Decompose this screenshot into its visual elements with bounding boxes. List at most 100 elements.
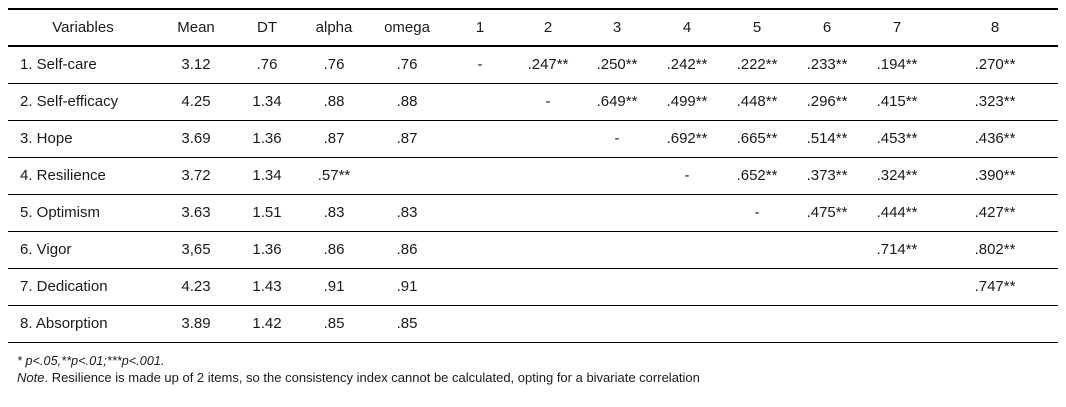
value-cell: .436** — [974, 130, 1016, 147]
table-row: 8. Absorption 3.89 1.42 .85 .85 — [8, 305, 1058, 342]
value-cell: 1.36 — [252, 130, 282, 147]
variable-cell: 5. Optimism — [20, 204, 101, 221]
value-cell — [582, 231, 652, 268]
column-header-3: 3 — [612, 19, 622, 36]
value-cell — [514, 305, 582, 342]
correlation-table: Variables Mean DT alpha omega 1 2 3 4 5 6 7 8 1. Sel… — [8, 8, 1058, 343]
value-cell: 3.63 — [181, 204, 211, 221]
value-cell: 3.72 — [181, 167, 211, 184]
value-cell: .83 — [323, 204, 345, 221]
column-header-8: 8 — [990, 19, 1000, 36]
table-row: 4. Resilience 3.72 1.34 .57** - .652** .373**.… — [8, 157, 1058, 194]
value-cell: .444** — [876, 204, 918, 221]
value-cell — [792, 268, 862, 305]
value-cell: .250** — [596, 56, 638, 74]
value-cell: .242** — [666, 56, 708, 74]
column-header-variables: Variables — [52, 19, 114, 36]
value-cell — [722, 268, 792, 305]
value-cell: .373** — [806, 167, 848, 184]
value-cell — [514, 120, 582, 157]
value-cell: 1.51 — [252, 204, 282, 221]
table-row: 6. Vigor 3,65 1.36 .86 .86 .714** .802** — [8, 231, 1058, 268]
value-cell — [446, 194, 514, 231]
value-cell: .323** — [974, 93, 1016, 110]
value-cell: - — [477, 56, 483, 74]
table-note: Note. Resilience is made up of 2 items, … — [17, 370, 1050, 385]
value-cell: - — [754, 204, 760, 221]
value-cell — [368, 157, 446, 194]
value-cell: .76 — [396, 56, 418, 74]
value-cell — [722, 305, 792, 342]
column-header-mean: Mean — [177, 19, 215, 36]
variable-cell: 6. Vigor — [20, 241, 72, 258]
column-header-1: 1 — [475, 19, 485, 36]
value-cell: .91 — [396, 278, 418, 295]
value-cell: 1.42 — [252, 315, 282, 332]
value-cell: .415** — [876, 93, 918, 110]
value-cell: .448** — [736, 93, 778, 110]
value-cell — [652, 194, 722, 231]
value-cell: .714** — [876, 241, 918, 258]
value-cell: .222** — [736, 56, 778, 74]
value-cell: .475** — [806, 204, 848, 221]
value-cell: 3,65 — [181, 241, 211, 258]
value-cell: 1.34 — [252, 93, 282, 110]
variable-cell: 1. Self-care — [20, 56, 97, 74]
value-cell: .747** — [974, 278, 1016, 295]
value-cell — [792, 231, 862, 268]
value-cell: .665** — [736, 130, 778, 147]
value-cell — [862, 305, 932, 342]
value-cell: .514** — [806, 130, 848, 147]
value-cell: .87 — [323, 130, 345, 147]
table-row: 5. Optimism 3.63 1.51 .83 .83 - .475** .444** .4… — [8, 194, 1058, 231]
value-cell: .499** — [666, 93, 708, 110]
value-cell: .87 — [396, 130, 418, 147]
table-row: 2. Self-efficacy 4.25 1.34 .88 .88 - .649** .49… — [8, 83, 1058, 120]
value-cell: .85 — [396, 315, 418, 332]
header-row: Variables Mean DT alpha omega 1 2 3 4 5 6 7 8 — [8, 9, 1058, 46]
table-footnotes: * p<.05,**p<.01;***p<.001. Note. Resilie… — [8, 343, 1058, 385]
value-cell — [446, 268, 514, 305]
column-header-omega: omega — [384, 19, 430, 36]
value-cell: .85 — [323, 315, 345, 332]
value-cell: - — [684, 167, 690, 184]
value-cell — [446, 83, 514, 120]
column-header-4: 4 — [682, 19, 692, 36]
value-cell — [446, 231, 514, 268]
value-cell: 4.23 — [181, 278, 211, 295]
value-cell — [446, 120, 514, 157]
value-cell — [722, 231, 792, 268]
value-cell: .270** — [974, 56, 1016, 74]
value-cell: .652** — [736, 167, 778, 184]
value-cell: .427** — [974, 204, 1016, 221]
value-cell: .91 — [323, 278, 345, 295]
value-cell: .390** — [974, 167, 1016, 184]
value-cell: 3.12 — [181, 56, 211, 74]
table-row: 1. Self-care 3.12 .76 .76 .76 - .247** .250** .2… — [8, 46, 1058, 83]
value-cell: - — [545, 93, 551, 110]
value-cell — [582, 268, 652, 305]
column-header-7: 7 — [892, 19, 902, 36]
column-header-alpha: alpha — [315, 19, 353, 36]
value-cell — [514, 268, 582, 305]
value-cell: .88 — [323, 93, 345, 110]
value-cell: .296** — [806, 93, 848, 110]
value-cell: - — [614, 130, 620, 147]
value-cell: .233** — [806, 56, 848, 74]
variable-cell: 2. Self-efficacy — [20, 93, 119, 110]
value-cell: .802** — [974, 241, 1016, 258]
value-cell: .86 — [323, 241, 345, 258]
value-cell: 1.34 — [252, 167, 282, 184]
column-header-dt: DT — [257, 19, 277, 36]
value-cell: .324** — [876, 167, 918, 184]
table-row: 7. Dedication 4.23 1.43 .91 .91 .747** — [8, 268, 1058, 305]
value-cell — [652, 268, 722, 305]
value-cell: 4.25 — [181, 93, 211, 110]
note-text: . Resilience is made up of 2 items, so t… — [44, 369, 700, 385]
value-cell — [582, 305, 652, 342]
table-row: 3. Hope 3.69 1.36 .87 .87 - .692** .665** .514**… — [8, 120, 1058, 157]
column-header-2: 2 — [543, 19, 553, 36]
variable-cell: 8. Absorption — [20, 315, 108, 332]
value-cell — [514, 194, 582, 231]
value-cell: .76 — [323, 56, 345, 74]
